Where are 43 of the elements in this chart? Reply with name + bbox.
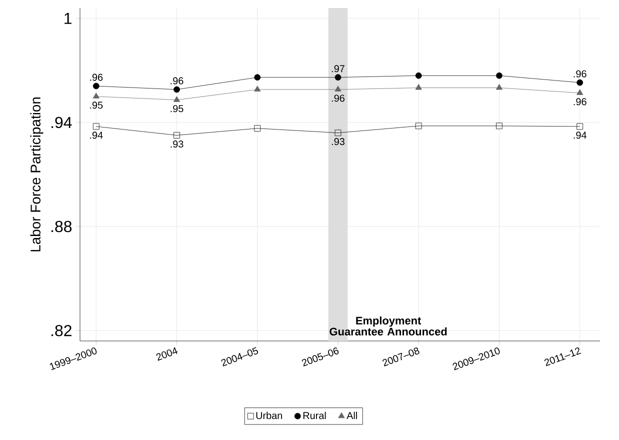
point — [254, 86, 261, 92]
data-label: .94 — [90, 132, 103, 139]
point — [576, 123, 584, 130]
point — [254, 74, 261, 81]
y-tick-label: .88 — [52, 220, 72, 232]
point — [92, 92, 100, 98]
data-label: .96 — [90, 74, 103, 81]
point — [334, 130, 342, 136]
point — [174, 86, 180, 93]
x-tick-label: 2004 — [156, 347, 178, 361]
data-label: .96 — [332, 94, 344, 102]
data-label: .96 — [170, 77, 184, 84]
point — [415, 72, 422, 79]
point — [334, 74, 342, 81]
point — [174, 132, 180, 138]
point — [334, 86, 342, 92]
band-label: Employment Guarantee Announced — [330, 316, 447, 336]
point — [576, 89, 584, 95]
legend-label: All — [346, 412, 357, 419]
data-label: .93 — [332, 138, 344, 146]
data-label: .94 — [574, 132, 586, 139]
data-label: .96 — [574, 98, 586, 106]
legend-label: Urban — [256, 412, 282, 420]
point — [173, 96, 180, 102]
point — [496, 72, 502, 79]
data-label: .93 — [170, 140, 184, 148]
legend-label: Rural — [303, 412, 326, 420]
y-tick-label: 1 — [64, 12, 72, 24]
point — [92, 123, 100, 130]
data-label: .95 — [170, 105, 184, 112]
point — [496, 84, 503, 90]
point — [576, 79, 584, 86]
point — [496, 122, 502, 130]
point — [415, 122, 422, 130]
y-tick-label: .94 — [52, 116, 72, 128]
data-label: .97 — [332, 65, 344, 72]
y-tick-label: .82 — [52, 324, 72, 336]
point — [415, 84, 422, 90]
y-axis-title: Labor Force Participation — [30, 98, 44, 252]
data-label: .95 — [90, 102, 103, 109]
point — [254, 125, 261, 132]
data-label: .96 — [574, 70, 586, 78]
point — [92, 82, 100, 90]
